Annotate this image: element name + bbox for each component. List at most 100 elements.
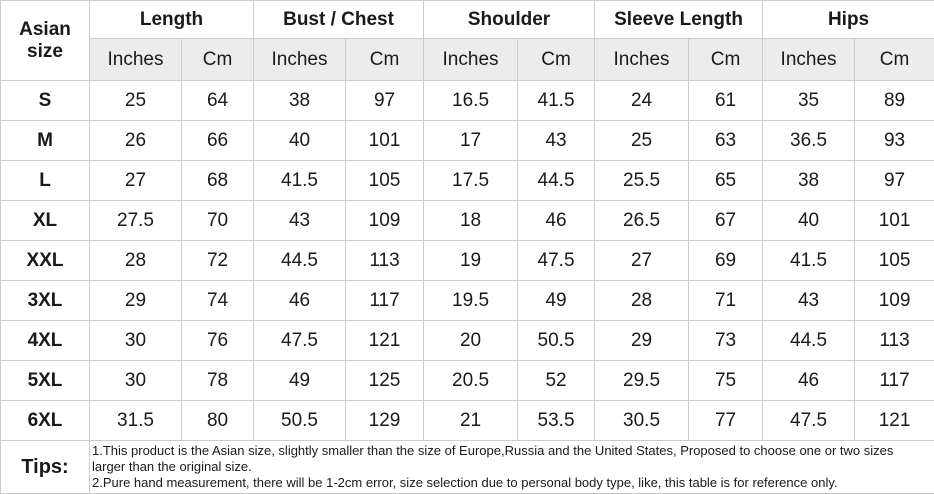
value-cm: 43 bbox=[518, 121, 595, 161]
value-cm: 117 bbox=[346, 281, 424, 321]
value-cm: 66 bbox=[182, 121, 254, 161]
value-cm: 77 bbox=[689, 401, 763, 441]
unit-header-inches-bust-chest: Inches bbox=[254, 39, 346, 81]
value-inches: 28 bbox=[90, 241, 182, 281]
value-inches: 29 bbox=[595, 321, 689, 361]
value-inches: 44.5 bbox=[763, 321, 855, 361]
value-inches: 38 bbox=[254, 81, 346, 121]
unit-header-cm-hips: Cm bbox=[855, 39, 934, 81]
value-inches: 30 bbox=[90, 361, 182, 401]
tips-text: 1.This product is the Asian size, slight… bbox=[90, 441, 934, 494]
value-inches: 46 bbox=[254, 281, 346, 321]
value-cm: 105 bbox=[855, 241, 934, 281]
tip-line-2: 2.Pure hand measurement, there will be 1… bbox=[92, 475, 930, 491]
value-cm: 93 bbox=[855, 121, 934, 161]
value-inches: 40 bbox=[763, 201, 855, 241]
tips-row: Tips: 1.This product is the Asian size, … bbox=[1, 441, 934, 494]
value-inches: 26.5 bbox=[595, 201, 689, 241]
size-label: 5XL bbox=[1, 361, 90, 401]
value-inches: 16.5 bbox=[424, 81, 518, 121]
value-cm: 68 bbox=[182, 161, 254, 201]
value-inches: 27 bbox=[595, 241, 689, 281]
value-inches: 18 bbox=[424, 201, 518, 241]
unit-header-inches-shoulder: Inches bbox=[424, 39, 518, 81]
value-cm: 63 bbox=[689, 121, 763, 161]
value-inches: 47.5 bbox=[763, 401, 855, 441]
value-cm: 121 bbox=[855, 401, 934, 441]
size-label: XL bbox=[1, 201, 90, 241]
value-inches: 49 bbox=[254, 361, 346, 401]
tips-label: Tips: bbox=[1, 441, 90, 494]
group-header-bust-chest: Bust / Chest bbox=[254, 1, 424, 39]
group-header-length: Length bbox=[90, 1, 254, 39]
value-inches: 36.5 bbox=[763, 121, 855, 161]
value-cm: 53.5 bbox=[518, 401, 595, 441]
value-inches: 25 bbox=[595, 121, 689, 161]
value-inches: 38 bbox=[763, 161, 855, 201]
value-cm: 78 bbox=[182, 361, 254, 401]
value-cm: 117 bbox=[855, 361, 934, 401]
value-cm: 47.5 bbox=[518, 241, 595, 281]
value-cm: 129 bbox=[346, 401, 424, 441]
value-cm: 101 bbox=[346, 121, 424, 161]
value-cm: 89 bbox=[855, 81, 934, 121]
size-label: 3XL bbox=[1, 281, 90, 321]
value-cm: 109 bbox=[346, 201, 424, 241]
size-label: 4XL bbox=[1, 321, 90, 361]
value-inches: 27.5 bbox=[90, 201, 182, 241]
value-cm: 75 bbox=[689, 361, 763, 401]
value-inches: 31.5 bbox=[90, 401, 182, 441]
value-cm: 97 bbox=[346, 81, 424, 121]
value-inches: 20.5 bbox=[424, 361, 518, 401]
unit-header-inches-hips: Inches bbox=[763, 39, 855, 81]
value-inches: 46 bbox=[763, 361, 855, 401]
unit-header-cm-length: Cm bbox=[182, 39, 254, 81]
value-inches: 17 bbox=[424, 121, 518, 161]
size-label: L bbox=[1, 161, 90, 201]
value-cm: 113 bbox=[346, 241, 424, 281]
size-label: M bbox=[1, 121, 90, 161]
value-cm: 52 bbox=[518, 361, 595, 401]
value-inches: 47.5 bbox=[254, 321, 346, 361]
size-label: S bbox=[1, 81, 90, 121]
value-cm: 41.5 bbox=[518, 81, 595, 121]
value-cm: 74 bbox=[182, 281, 254, 321]
tip-line-1: 1.This product is the Asian size, slight… bbox=[92, 443, 930, 475]
unit-header-inches-sleeve-length: Inches bbox=[595, 39, 689, 81]
value-inches: 19 bbox=[424, 241, 518, 281]
value-cm: 80 bbox=[182, 401, 254, 441]
table-footer: Tips: 1.This product is the Asian size, … bbox=[1, 441, 934, 494]
unit-header-cm-bust-chest: Cm bbox=[346, 39, 424, 81]
value-cm: 73 bbox=[689, 321, 763, 361]
value-cm: 64 bbox=[182, 81, 254, 121]
value-inches: 43 bbox=[254, 201, 346, 241]
value-cm: 76 bbox=[182, 321, 254, 361]
value-inches: 30 bbox=[90, 321, 182, 361]
value-cm: 44.5 bbox=[518, 161, 595, 201]
value-inches: 29 bbox=[90, 281, 182, 321]
value-inches: 20 bbox=[424, 321, 518, 361]
value-inches: 19.5 bbox=[424, 281, 518, 321]
value-cm: 70 bbox=[182, 201, 254, 241]
value-cm: 109 bbox=[855, 281, 934, 321]
value-inches: 41.5 bbox=[763, 241, 855, 281]
corner-header-asian-size: Asian size bbox=[1, 1, 90, 81]
value-inches: 40 bbox=[254, 121, 346, 161]
value-inches: 26 bbox=[90, 121, 182, 161]
value-cm: 50.5 bbox=[518, 321, 595, 361]
value-inches: 21 bbox=[424, 401, 518, 441]
value-inches: 30.5 bbox=[595, 401, 689, 441]
value-cm: 61 bbox=[689, 81, 763, 121]
value-inches: 44.5 bbox=[254, 241, 346, 281]
value-inches: 29.5 bbox=[595, 361, 689, 401]
